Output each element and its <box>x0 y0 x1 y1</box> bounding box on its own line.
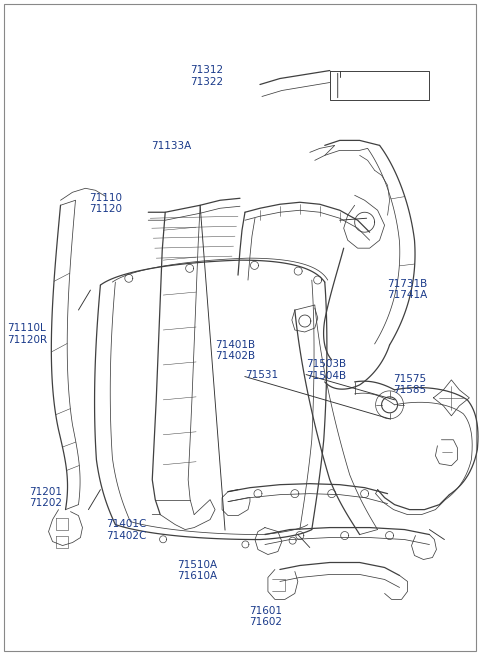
Text: 71201
71202: 71201 71202 <box>29 487 62 508</box>
Text: 71401C
71402C: 71401C 71402C <box>106 519 146 541</box>
Text: 71312
71322: 71312 71322 <box>190 65 223 86</box>
Text: 71731B
71741A: 71731B 71741A <box>387 279 428 301</box>
Text: 71575
71585: 71575 71585 <box>393 373 426 395</box>
Text: 71110L
71120R: 71110L 71120R <box>7 323 47 345</box>
Text: 71110
71120: 71110 71120 <box>89 193 122 214</box>
Text: 71503B
71504B: 71503B 71504B <box>306 359 346 381</box>
Text: 71531: 71531 <box>245 370 278 380</box>
Text: 71510A
71610A: 71510A 71610A <box>177 560 217 582</box>
Text: 71401B
71402B: 71401B 71402B <box>215 339 255 361</box>
Text: 71133A: 71133A <box>152 141 192 151</box>
Text: 71601
71602: 71601 71602 <box>250 606 283 627</box>
